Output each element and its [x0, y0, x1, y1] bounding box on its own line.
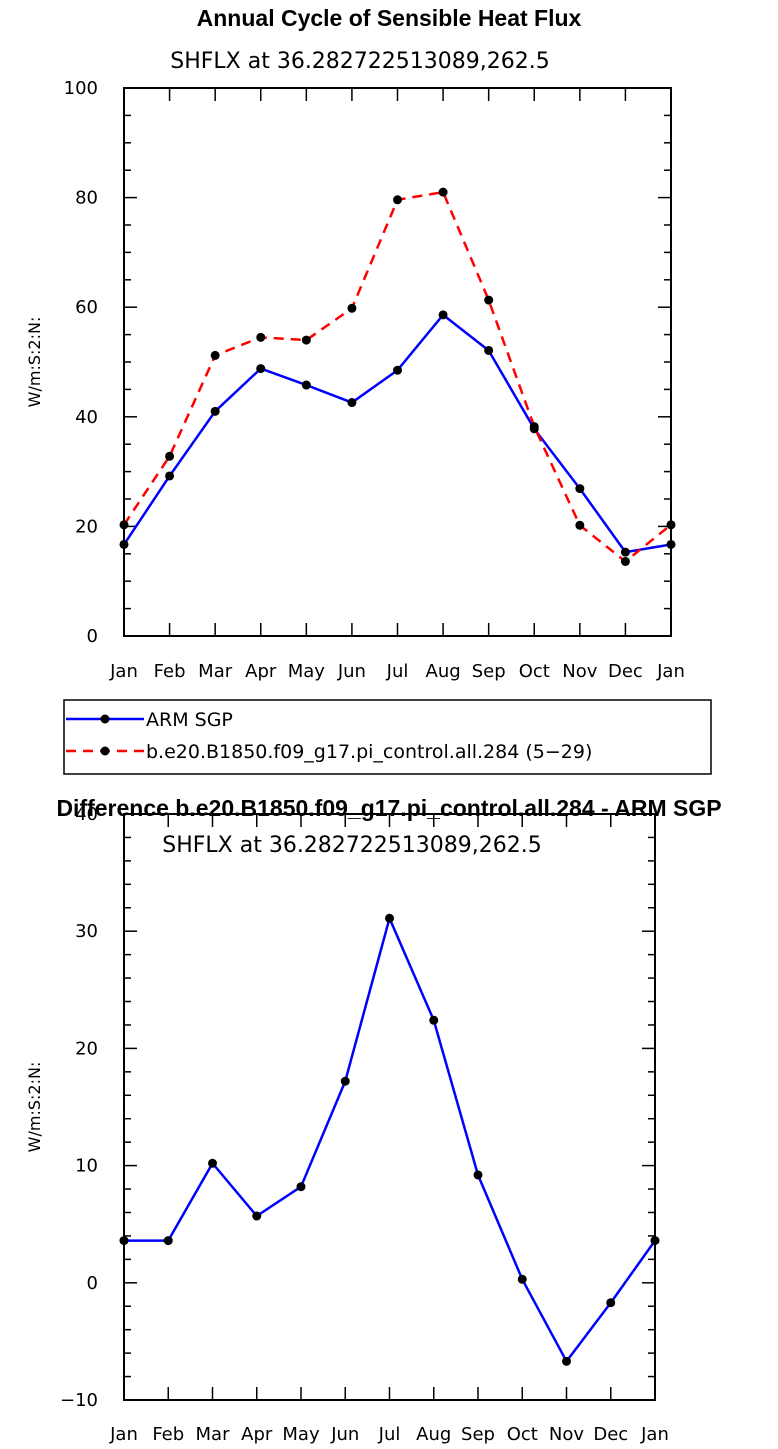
data-point-series-1: [301, 380, 311, 390]
x-tick-label: Jun: [330, 1424, 359, 1445]
chart-title: Annual Cycle of Sensible Heat Flux: [197, 5, 582, 31]
x-tick-label: Dec: [593, 1424, 628, 1445]
y-axis-label: W/m:S:2:N:: [25, 1062, 44, 1153]
data-point-series-2: [575, 520, 585, 530]
data-point-series-2: [529, 422, 539, 432]
series-line-1: [124, 917, 657, 1363]
data-point-series-1: [429, 1015, 439, 1025]
data-point-series-2: [165, 451, 175, 461]
x-tick-label: Apr: [241, 1424, 273, 1445]
data-point-series-1: [163, 1236, 173, 1246]
data-point-series-1: [340, 1076, 350, 1086]
x-tick-label: May: [288, 661, 326, 682]
data-point-series-1: [256, 364, 266, 374]
legend-marker-2: [100, 746, 110, 756]
legend: ARM SGP b.e20.B1850.f09_g17.pi_control.al…: [63, 699, 712, 775]
chart-subtitle: SHFLX at 36.282722513089,262.5: [162, 833, 542, 858]
data-point-series-2: [666, 520, 676, 530]
x-tick-label: Jan: [656, 661, 685, 682]
y-tick-label: 100: [64, 78, 98, 99]
legend-box: [63, 699, 712, 775]
data-point-series-1: [119, 1236, 129, 1246]
legend-label-1: ARM SGP: [146, 709, 233, 731]
chart-panel-2: Difference b.e20.B1850.f09_g17.pi_contro…: [25, 795, 722, 1445]
x-tick-label: Oct: [519, 661, 550, 682]
x-tick-label: Jun: [337, 661, 366, 682]
y-tick-label: 0: [87, 626, 98, 647]
x-tick-label: Dec: [608, 661, 643, 682]
x-tick-label: Oct: [507, 1424, 538, 1445]
data-point-series-2: [301, 335, 311, 345]
data-point-series-1: [620, 547, 630, 557]
data-point-series-1: [562, 1356, 571, 1366]
y-tick-label: 40: [75, 804, 98, 825]
x-tick-label: Jul: [378, 1424, 401, 1445]
x-tick-label: May: [282, 1424, 320, 1445]
data-point-series-1: [393, 365, 402, 375]
data-point-series-1: [165, 471, 175, 481]
y-tick-label: 80: [75, 188, 98, 209]
data-point-series-2: [484, 295, 494, 305]
y-tick-label: 0: [87, 1273, 98, 1294]
x-tick-label: Feb: [152, 1424, 184, 1445]
legend-marker-1: [100, 714, 110, 724]
x-tick-label: Aug: [416, 1424, 451, 1445]
y-tick-label: 20: [75, 516, 98, 537]
plot-frame: [123, 87, 672, 637]
data-point-series-2: [438, 187, 448, 197]
data-point-series-1: [438, 310, 448, 320]
x-tick-label: Sep: [472, 661, 506, 682]
data-point-series-1: [119, 539, 129, 549]
y-tick-label: 30: [75, 921, 98, 942]
data-point-series-1: [473, 1170, 483, 1180]
data-point-series-2: [210, 350, 220, 360]
x-tick-label: Nov: [562, 661, 597, 682]
data-point-series-2: [256, 332, 266, 342]
data-point-series-1: [252, 1211, 262, 1221]
x-tick-label: Mar: [196, 1424, 231, 1445]
x-tick-label: Apr: [245, 661, 277, 682]
data-point-series-1: [347, 398, 357, 408]
y-tick-label: 40: [75, 407, 98, 428]
data-point-series-1: [650, 1236, 660, 1246]
x-tick-label: Feb: [154, 661, 186, 682]
x-tick-label: Nov: [549, 1424, 584, 1445]
x-tick-label: Jul: [386, 661, 409, 682]
x-tick-label: Aug: [426, 661, 461, 682]
y-tick-label: −10: [60, 1390, 98, 1411]
data-point-series-1: [575, 484, 585, 494]
data-point-series-1: [296, 1182, 306, 1192]
legend-label-2: b.e20.B1850.f09_g17.pi_control.all.284 (…: [146, 741, 592, 763]
y-tick-label: 60: [75, 297, 98, 318]
data-point-series-1: [606, 1298, 616, 1308]
y-axis-label: W/m:S:2:N:: [25, 317, 44, 408]
series-line-1: [122, 313, 672, 554]
data-point-series-1: [517, 1274, 527, 1284]
data-point-series-2: [347, 303, 357, 313]
data-point-series-1: [385, 913, 394, 923]
x-tick-label: Sep: [461, 1424, 495, 1445]
data-point-series-1: [210, 406, 220, 416]
x-tick-label: Jan: [109, 1424, 138, 1445]
y-tick-label: 10: [75, 1156, 98, 1177]
data-point-series-1: [484, 345, 494, 355]
x-tick-label: Jan: [640, 1424, 669, 1445]
x-tick-label: Jan: [109, 661, 138, 682]
data-point-series-1: [208, 1158, 217, 1168]
plot-frame: [123, 813, 656, 1401]
chart-panel-1: Annual Cycle of Sensible Heat Flux SHFLX …: [25, 5, 712, 775]
series-line-2: [122, 190, 672, 563]
y-tick-label: 20: [75, 1038, 98, 1059]
data-point-series-2: [119, 520, 129, 530]
data-point-series-1: [666, 539, 676, 549]
chart-subtitle: SHFLX at 36.282722513089,262.5: [170, 49, 550, 74]
data-point-series-2: [620, 556, 630, 566]
x-tick-label: Mar: [198, 661, 233, 682]
data-point-series-2: [393, 195, 402, 205]
